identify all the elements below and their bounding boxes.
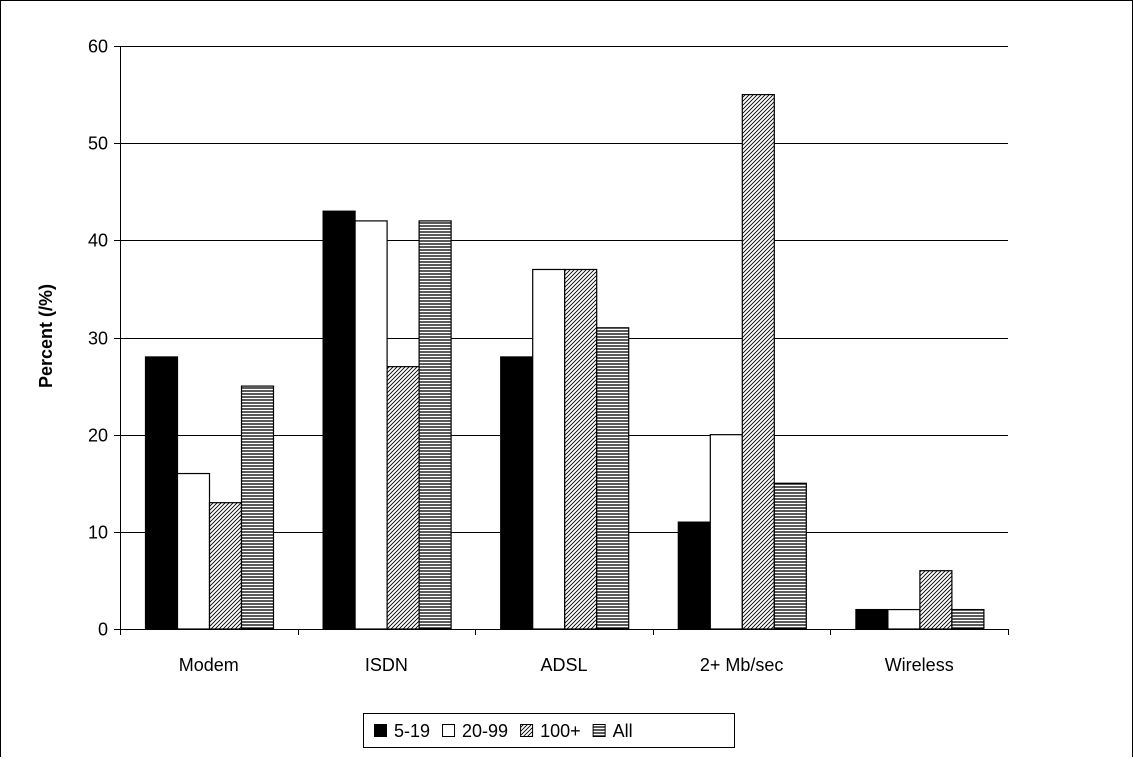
x-tick-label: Modem <box>179 655 239 675</box>
legend: 5-19 20-99 100+ All <box>363 713 735 748</box>
legend-swatch-100+ <box>520 724 534 737</box>
bar-5-19-ISDN <box>322 210 356 630</box>
y-axis-title: Percent (/%) <box>36 284 56 388</box>
bar-100+-ADSL <box>564 268 598 630</box>
legend-label-All: All <box>613 721 633 741</box>
bar-100+-Modem <box>208 502 243 630</box>
y-tick-label: 10 <box>88 523 108 543</box>
bar-All-Modem <box>240 385 275 630</box>
bar-20-99-Modem <box>176 472 211 630</box>
axis-labels: 0 10 20 30 40 50 60 Modem ISDN ADSL 2+ Mb/sec Wirel… <box>88 37 954 676</box>
y-tick-label: 60 <box>88 37 108 57</box>
bars <box>144 93 985 630</box>
legend-swatch-20-99 <box>442 724 456 737</box>
x-tick-label: ISDN <box>365 655 408 675</box>
y-tick-label: 50 <box>88 134 108 154</box>
bar-20-99-2+ Mb/sec <box>709 434 743 630</box>
bar-5-19-2+ Mb/sec <box>677 521 711 630</box>
bar-100+-ISDN <box>386 366 420 630</box>
y-tick-label: 40 <box>88 231 108 251</box>
legend-label-5-19: 5-19 <box>394 721 430 741</box>
x-tick-label: Wireless <box>885 655 954 675</box>
x-tick-label: 2+ Mb/sec <box>700 655 784 675</box>
bar-All-ISDN <box>418 220 452 630</box>
bar-20-99-ISDN <box>354 220 388 630</box>
bar-5-19-Wireless <box>855 608 889 630</box>
bar-100+-Wireless <box>919 570 953 630</box>
bar-20-99-Wireless <box>887 608 921 630</box>
legend-label-20-99: 20-99 <box>462 721 508 741</box>
legend-box <box>363 713 735 748</box>
bar-5-19-ADSL <box>500 356 534 630</box>
bar-All-Wireless <box>951 608 985 630</box>
bar-20-99-ADSL <box>532 268 566 630</box>
axes <box>114 46 1009 635</box>
legend-label-100+: 100+ <box>540 721 581 741</box>
bar-100+-2+ Mb/sec <box>741 93 775 630</box>
legend-swatch-5-19 <box>374 724 387 737</box>
y-tick-label: 0 <box>98 620 108 640</box>
bar-All-ADSL <box>596 327 630 630</box>
legend-swatch-All <box>592 724 606 737</box>
bar-All-2+ Mb/sec <box>773 482 807 630</box>
bar-5-19-Modem <box>144 356 179 630</box>
x-tick-label: ADSL <box>540 655 587 675</box>
y-tick-label: 20 <box>88 426 108 446</box>
y-tick-label: 30 <box>88 329 108 349</box>
